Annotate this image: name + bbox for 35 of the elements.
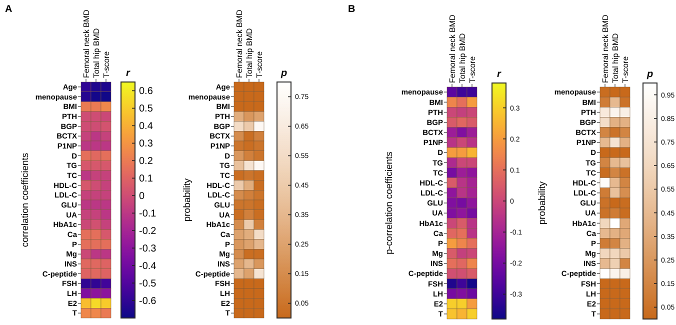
color-bar-title: r [497, 69, 502, 80]
color-bar-title: p [646, 69, 654, 80]
color-bar-label: 0.4 [139, 121, 154, 132]
color-bar-label: 0.2 [139, 156, 154, 168]
chart-title: A [5, 4, 12, 15]
color-bar-title: r [126, 68, 132, 79]
color-bar-label: 0.6 [139, 86, 154, 98]
x-tick-label: Total hip BMD [92, 28, 101, 78]
x-tick-label: Femoral neck BMD [600, 14, 610, 83]
x-tick-label: T-score [620, 56, 630, 83]
color-bar-label: -0.2 [139, 226, 157, 238]
x-tick-label: Total hip BMD [244, 28, 254, 78]
x-tick-label: Total hip BMD [458, 32, 467, 83]
x-tick-label: Femoral neck BMD [234, 9, 244, 78]
x-tick-label: Femoral neck BMD [82, 9, 91, 78]
color-bar-title: p [280, 68, 288, 79]
color-bar-label: 0.5 [139, 104, 154, 115]
color-bar-label: -0.5 [139, 278, 157, 290]
y-axis-title: probability [182, 178, 193, 222]
color-bar-label: -0.3 [139, 244, 157, 255]
x-tick-label: Femoral neck BMD [448, 14, 457, 83]
x-tick-label: T-score [468, 56, 477, 83]
color-bar-label: 0 [139, 191, 145, 202]
color-bar-label: -0.6 [139, 296, 157, 308]
text: B [348, 4, 356, 15]
color-bar-label: 0.3 [139, 138, 154, 150]
color-bar-label: -0.4 [139, 261, 157, 272]
x-tick-label: Total hip BMD [610, 32, 620, 83]
x-tick-label: T-score [102, 50, 111, 78]
x-tick-label: T-score [254, 50, 264, 78]
color-bar-label: -0.1 [139, 208, 157, 220]
color-bar-label: 0.1 [139, 174, 154, 185]
y-axis-title: correlation coefficients [20, 152, 31, 248]
y-axis-title: p-correlation coefficients [384, 151, 395, 254]
y-axis-title: probability [537, 181, 548, 225]
